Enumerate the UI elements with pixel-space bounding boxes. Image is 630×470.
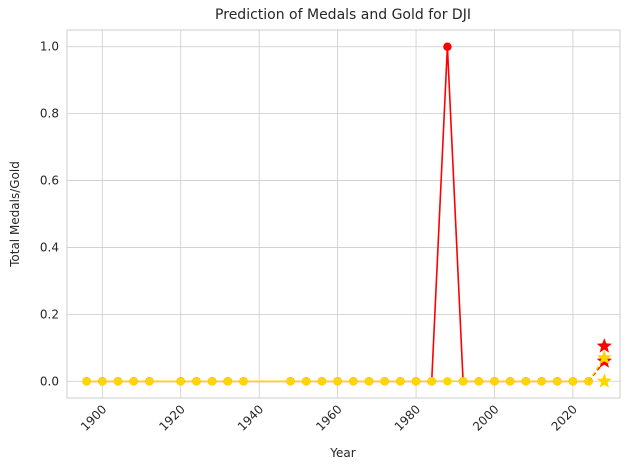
chart-title: Prediction of Medals and Gold for DJI	[215, 7, 471, 23]
data-point-gold	[521, 377, 531, 386]
data-point-gold	[317, 377, 327, 386]
data-point-gold	[380, 377, 389, 386]
data-point-gold	[82, 377, 91, 386]
x-tick-label: 1900	[78, 402, 109, 433]
data-point-gold	[553, 377, 562, 386]
x-tick-label: 1980	[392, 402, 423, 433]
data-point-gold	[113, 377, 123, 386]
data-point-gold	[98, 377, 107, 386]
grid	[67, 30, 620, 398]
x-tick-label: 2020	[549, 402, 580, 433]
y-axis-label: Total Medals/Gold	[8, 161, 22, 268]
y-tick-label: 0.6	[40, 174, 59, 188]
y-tick-label: 0.8	[40, 107, 59, 121]
data-point-gold	[396, 377, 405, 386]
data-point-gold	[505, 377, 515, 386]
data-point-gold	[411, 377, 421, 386]
data-point-gold	[474, 377, 484, 386]
plot-background	[67, 30, 620, 398]
x-axis: 1900 1920 1940 1960 1980 2000 2020	[78, 402, 580, 433]
x-tick-label: 1940	[235, 402, 266, 433]
data-point-gold	[129, 377, 138, 386]
data-point-gold	[207, 377, 217, 386]
data-point-gold	[176, 377, 185, 386]
y-tick-label: 0.2	[40, 307, 59, 321]
x-tick-label: 1960	[313, 402, 344, 433]
data-point-gold	[302, 377, 311, 386]
data-point-total	[443, 42, 452, 51]
y-axis: 0.0 0.2 0.4 0.6 0.8 1.0	[40, 40, 59, 389]
data-point-gold	[537, 377, 546, 386]
prediction-star-gold_pred	[596, 373, 612, 388]
x-tick-label: 2000	[470, 402, 501, 433]
prediction-markers	[587, 338, 612, 388]
data-point-gold	[145, 377, 154, 386]
data-point-gold	[490, 377, 499, 386]
x-tick-label: 1920	[156, 402, 187, 433]
data-point-gold	[239, 377, 248, 386]
data-point-gold	[333, 377, 342, 386]
data-point-gold	[223, 377, 233, 386]
x-axis-label: Year	[329, 446, 355, 460]
y-tick-label: 0.0	[40, 374, 59, 388]
prediction-star-gold_upper	[596, 349, 612, 365]
plot-frame	[66, 29, 621, 399]
data-point-gold	[443, 377, 452, 386]
data-point-gold	[568, 377, 578, 386]
data-point-gold	[427, 377, 436, 386]
y-tick-label: 0.4	[40, 240, 59, 254]
data-point-gold	[349, 377, 358, 386]
y-tick-label: 1.0	[40, 40, 59, 54]
data-point-gold	[286, 377, 295, 386]
data-point-gold	[192, 377, 201, 386]
series-markers	[82, 42, 593, 386]
data-point-gold	[458, 377, 468, 386]
prediction-star-total_upper	[596, 338, 612, 353]
data-point-gold	[364, 377, 374, 386]
